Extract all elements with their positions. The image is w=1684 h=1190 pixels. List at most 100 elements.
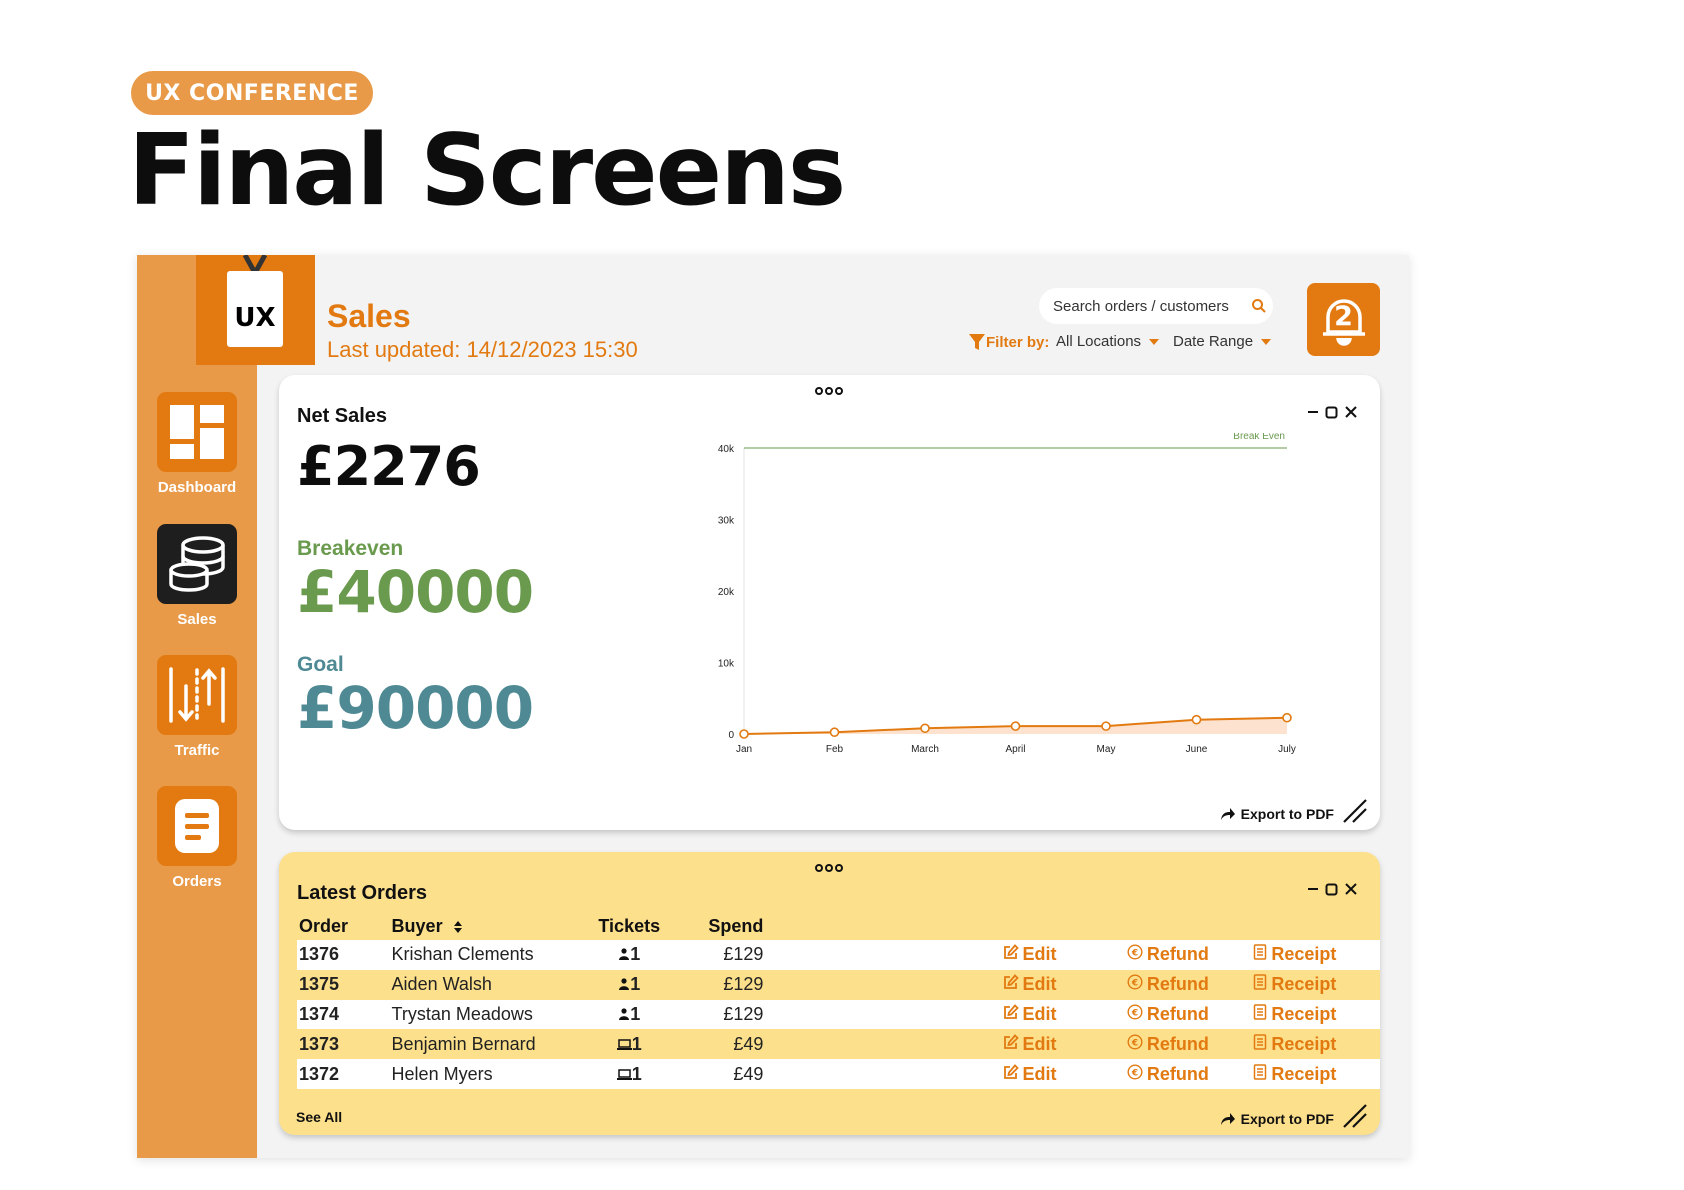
app-logo[interactable]: UX bbox=[196, 255, 315, 365]
nav-traffic[interactable]: Traffic bbox=[157, 655, 237, 759]
spend-amount: £129 bbox=[685, 940, 764, 970]
receipt-label: Receipt bbox=[1271, 1003, 1337, 1024]
column-header-buyer[interactable]: Buyer bbox=[392, 912, 574, 940]
nav-label: Traffic bbox=[174, 742, 220, 759]
net-sales-title: Net Sales bbox=[297, 405, 388, 427]
ticket-count: 1 bbox=[630, 944, 641, 965]
buyer-name: Aiden Walsh bbox=[391, 969, 574, 1000]
refund-button[interactable]: € Refund bbox=[1127, 974, 1209, 995]
net-sales-card: Net Sales £2276 Breakeven £40000 Goal £9… bbox=[279, 375, 1380, 830]
refund-icon: € bbox=[1127, 1064, 1143, 1085]
refund-icon: € bbox=[1127, 1034, 1143, 1055]
drag-handle[interactable] bbox=[815, 864, 843, 872]
edit-button[interactable]: Edit bbox=[1003, 974, 1057, 995]
window-controls bbox=[1307, 882, 1358, 896]
export-pdf-button[interactable]: Export to PDF bbox=[1220, 806, 1334, 822]
close-icon[interactable] bbox=[1344, 405, 1358, 419]
net-sales-chart: 0 10k 20k 30k 40k Jan Feb March April May June July… bbox=[718, 433, 1296, 755]
refund-button[interactable]: € Refund bbox=[1127, 944, 1209, 965]
column-header-tickets: Tickets bbox=[598, 915, 661, 936]
refund-button[interactable]: € Refund bbox=[1127, 1034, 1209, 1055]
receipt-label: Receipt bbox=[1271, 974, 1337, 995]
refund-label: Refund bbox=[1146, 1063, 1209, 1084]
receipt-icon bbox=[1253, 944, 1267, 965]
goal-value: £90000 bbox=[297, 674, 534, 742]
date-range-dropdown[interactable]: Date Range bbox=[1173, 333, 1272, 350]
receipt-label: Receipt bbox=[1271, 944, 1337, 965]
laptop-icon bbox=[616, 1064, 632, 1084]
edit-button[interactable]: Edit bbox=[1003, 1034, 1057, 1055]
export-pdf-button[interactable]: Export to PDF bbox=[1220, 1111, 1334, 1127]
conference-tag: UX CONFERENCE bbox=[131, 71, 373, 115]
bell-icon bbox=[1322, 298, 1365, 346]
notification-count: 2 bbox=[1334, 301, 1353, 332]
nav-dashboard[interactable]: Dashboard bbox=[157, 392, 237, 496]
dashboard-icon bbox=[157, 392, 237, 472]
see-all-link[interactable]: See All bbox=[296, 1109, 343, 1125]
maximize-icon[interactable] bbox=[1325, 406, 1338, 419]
drag-handle[interactable] bbox=[815, 387, 843, 395]
data-point bbox=[829, 727, 840, 738]
location-dropdown[interactable]: All Locations bbox=[1056, 333, 1160, 350]
refund-label: Refund bbox=[1146, 944, 1209, 965]
orders-table: Order Buyer Tickets Spend 1376 Krishan Cl… bbox=[297, 912, 1380, 1089]
resize-handle-icon[interactable] bbox=[1342, 798, 1368, 824]
search-icon[interactable] bbox=[1245, 298, 1273, 314]
breakeven-label: Breakeven bbox=[297, 537, 404, 560]
maximize-icon[interactable] bbox=[1325, 883, 1338, 896]
refund-icon: € bbox=[1127, 974, 1143, 995]
svg-text:€: € bbox=[1131, 949, 1138, 959]
orders-icon bbox=[157, 786, 237, 866]
receipt-button[interactable]: Receipt bbox=[1253, 944, 1336, 965]
order-id: 1374 bbox=[297, 999, 392, 1030]
resize-handle-icon[interactable] bbox=[1342, 1103, 1368, 1129]
receipt-button[interactable]: Receipt bbox=[1253, 1004, 1336, 1025]
goal-label: Goal bbox=[297, 653, 344, 676]
ticket-count: 1 bbox=[630, 1003, 641, 1024]
x-tick-label: March bbox=[911, 744, 939, 755]
edit-icon bbox=[1003, 1004, 1019, 1025]
break-even-label: Break Even bbox=[1233, 433, 1285, 442]
column-header-order: Order bbox=[299, 915, 349, 936]
close-icon[interactable] bbox=[1344, 882, 1358, 896]
y-tick-label: 10k bbox=[718, 659, 735, 670]
refund-button[interactable]: € Refund bbox=[1127, 1004, 1209, 1025]
table-row: 1372 Helen Myers 1 £49 Edit € Refund Receipt bbox=[297, 1059, 1380, 1089]
latest-orders-card: Latest Orders Order Buyer Tickets Spend … bbox=[279, 852, 1380, 1135]
nav-label: Sales bbox=[177, 611, 217, 628]
buyer-name: Krishan Clements bbox=[391, 940, 574, 970]
data-point bbox=[739, 729, 749, 739]
svg-text:€: € bbox=[1131, 1068, 1138, 1078]
share-icon bbox=[1220, 1113, 1235, 1125]
refund-label: Refund bbox=[1146, 1003, 1209, 1024]
filter-label: Filter by: bbox=[986, 333, 1050, 351]
edit-icon bbox=[1003, 974, 1019, 995]
orders-table-body: 1376 Krishan Clements 1 £129 Edit € Refund Rece… bbox=[297, 940, 1380, 1089]
nav-sales[interactable]: Sales bbox=[157, 524, 237, 628]
ticket-count: 1 bbox=[630, 974, 641, 995]
sort-icon[interactable] bbox=[453, 920, 463, 934]
edit-button[interactable]: Edit bbox=[1003, 1004, 1057, 1025]
minimize-icon[interactable] bbox=[1307, 882, 1319, 896]
buyer-name: Trystan Meadows bbox=[391, 999, 574, 1030]
edit-button[interactable]: Edit bbox=[1003, 1064, 1057, 1085]
minimize-icon[interactable] bbox=[1307, 405, 1319, 419]
edit-button[interactable]: Edit bbox=[1003, 944, 1057, 965]
chevron-down-icon bbox=[1149, 338, 1160, 345]
receipt-button[interactable]: Receipt bbox=[1253, 1064, 1336, 1085]
nav-label: Dashboard bbox=[157, 479, 237, 496]
refund-icon: € bbox=[1127, 1004, 1143, 1025]
receipt-button[interactable]: Receipt bbox=[1253, 1034, 1336, 1055]
data-point bbox=[920, 723, 930, 734]
receipt-button[interactable]: Receipt bbox=[1253, 974, 1336, 995]
notifications-button[interactable]: 2 bbox=[1307, 283, 1380, 356]
edit-label: Edit bbox=[1022, 1063, 1057, 1084]
nav-orders[interactable]: Orders bbox=[157, 786, 237, 890]
search-input[interactable]: Search orders / customers bbox=[1039, 288, 1273, 324]
order-id: 1372 bbox=[297, 1059, 392, 1089]
last-updated: Last updated: 14/12/2023 15:30 bbox=[327, 337, 638, 362]
series-area bbox=[744, 717, 1287, 734]
edit-icon bbox=[1003, 944, 1019, 965]
refund-button[interactable]: € Refund bbox=[1127, 1064, 1209, 1085]
x-tick-label: July bbox=[1278, 744, 1296, 755]
